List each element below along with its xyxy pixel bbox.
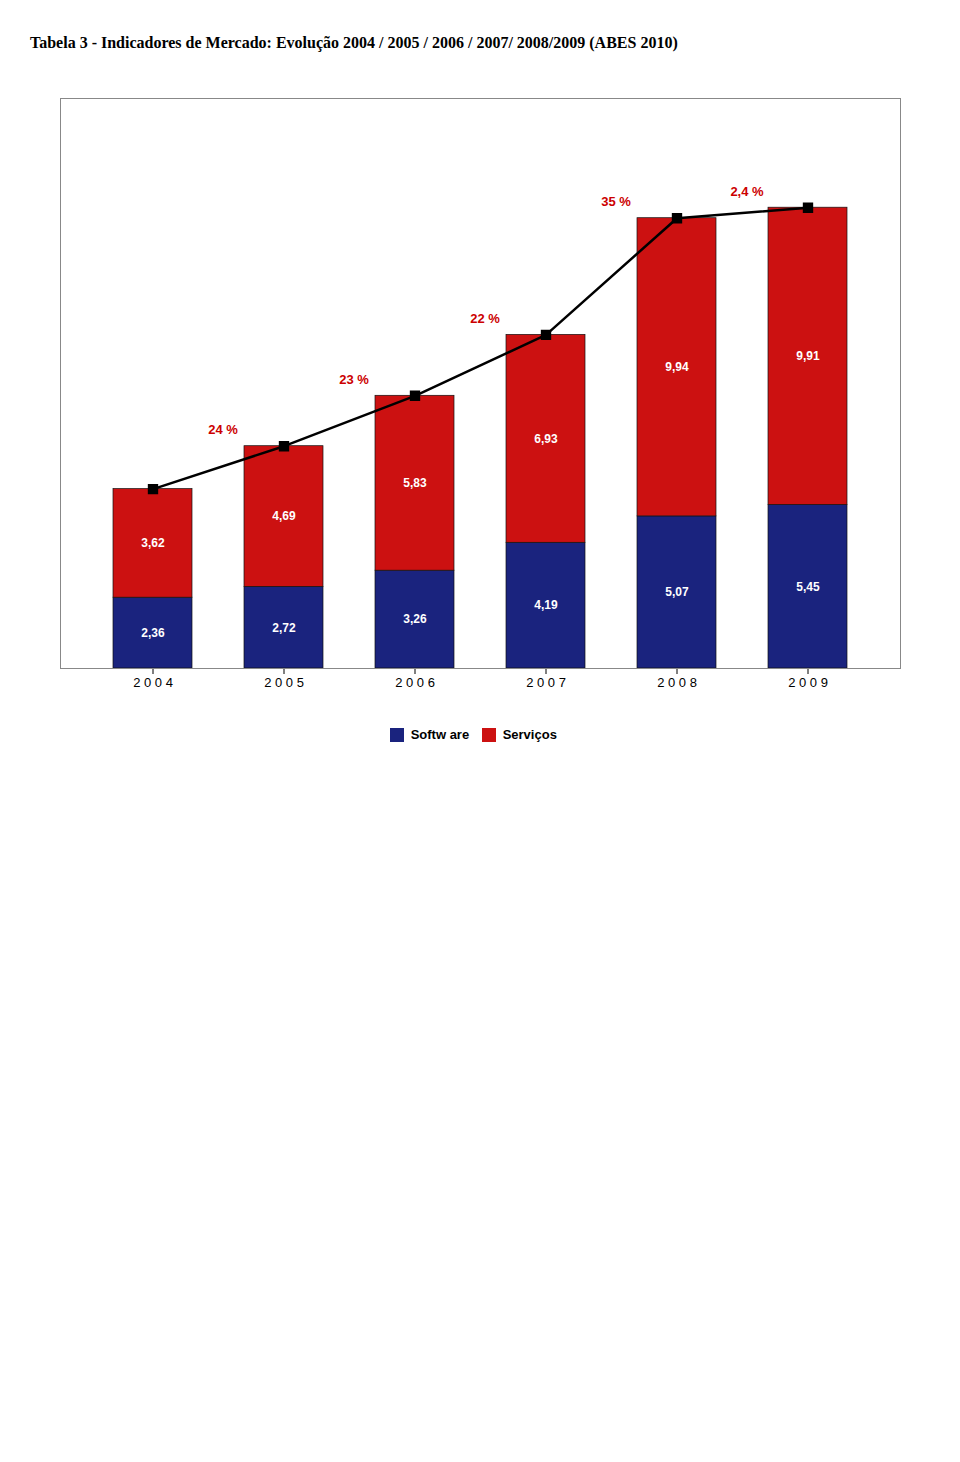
svg-text:2 0 0 4: 2 0 0 4 bbox=[133, 675, 173, 690]
html-text:Tabela 3 - Indicadores de Merc: Tabela 3 - Indicadores de Mercado: Evolu… bbox=[30, 34, 678, 51]
svg-text:5,07: 5,07 bbox=[665, 585, 689, 599]
svg-text:4,69: 4,69 bbox=[272, 509, 296, 523]
svg-text:2 0 0 7: 2 0 0 7 bbox=[526, 675, 566, 690]
svg-text:2,36: 2,36 bbox=[141, 626, 165, 640]
svg-text:35 %: 35 % bbox=[601, 194, 631, 209]
svg-text:2,72: 2,72 bbox=[272, 621, 296, 635]
svg-text:5,45: 5,45 bbox=[796, 580, 820, 594]
svg-text:9,94: 9,94 bbox=[665, 360, 689, 374]
svg-text:2 0 0 9: 2 0 0 9 bbox=[788, 675, 828, 690]
svg-text:9,91: 9,91 bbox=[796, 349, 820, 363]
svg-text:2,4 %: 2,4 % bbox=[730, 184, 764, 199]
svg-text:23 %: 23 % bbox=[339, 372, 369, 387]
html-text:Serviços: Serviços bbox=[502, 727, 557, 742]
svg-text:24 %: 24 % bbox=[208, 422, 238, 437]
svg-text:22 %: 22 % bbox=[470, 311, 500, 326]
svg-text:3,26: 3,26 bbox=[403, 612, 427, 626]
svg-text:6,93: 6,93 bbox=[534, 432, 558, 446]
html-text:Softw are: Softw are bbox=[410, 727, 470, 742]
svg-text:5,83: 5,83 bbox=[403, 476, 427, 490]
svg-text:4,19: 4,19 bbox=[534, 598, 558, 612]
svg-text:2 0 0 6: 2 0 0 6 bbox=[395, 675, 435, 690]
svg-text:2 0 0 8: 2 0 0 8 bbox=[657, 675, 697, 690]
svg-text:2 0 0 5: 2 0 0 5 bbox=[264, 675, 304, 690]
svg-text:3,62: 3,62 bbox=[141, 536, 165, 550]
